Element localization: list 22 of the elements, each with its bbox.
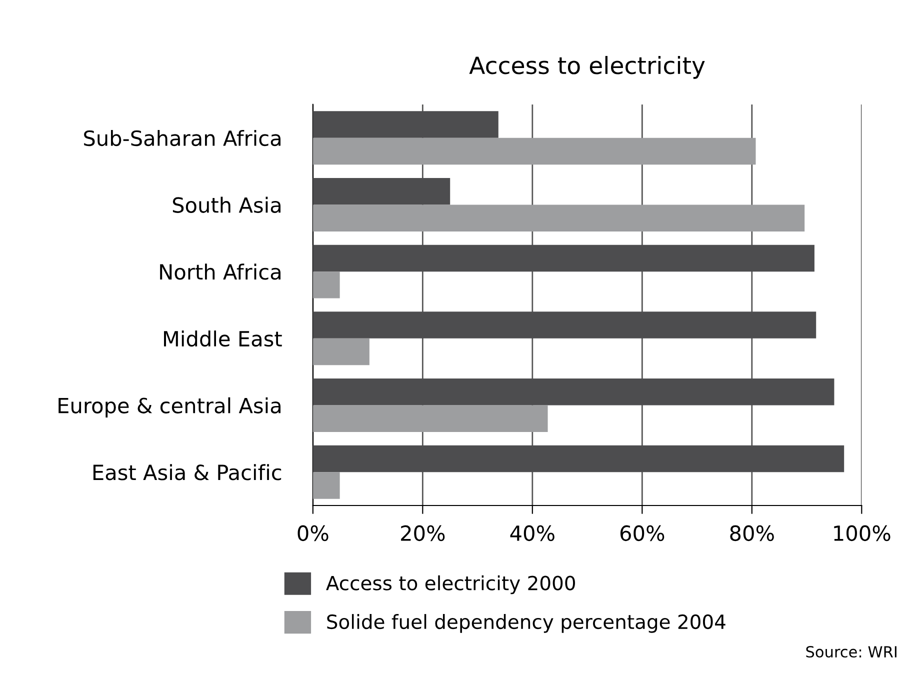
x-tick-label: 80% (730, 525, 774, 542)
x-tick-label: 0% (298, 525, 328, 542)
y-tick-label: North Africa (160, 264, 280, 280)
bar (312, 338, 370, 366)
x-tick-label: 100% (834, 525, 890, 542)
y-tick-label: East Asia & Pacific (93, 464, 282, 480)
legend-label: Access to electricity 2000 (326, 575, 575, 594)
source-note: Source: WRI (806, 646, 896, 658)
y-tick-label: Sub-Saharan Africa (84, 130, 280, 146)
y-tick-label: Europe & central Asia (58, 397, 280, 418)
chart-title: Access to electricity (469, 56, 705, 79)
y-tick-label: South Asia (172, 196, 280, 213)
bar (312, 405, 548, 432)
x-tick-label: 40% (510, 525, 554, 542)
bar (312, 138, 756, 165)
legend-label: Solide fuel dependency percentage 2004 (327, 614, 726, 633)
x-tick-label: 20% (401, 525, 445, 542)
x-tick-label: 60% (620, 525, 664, 542)
y-tick-label: Middle East (164, 330, 282, 347)
bar (312, 204, 805, 232)
bar (312, 472, 340, 499)
bar (312, 272, 340, 298)
